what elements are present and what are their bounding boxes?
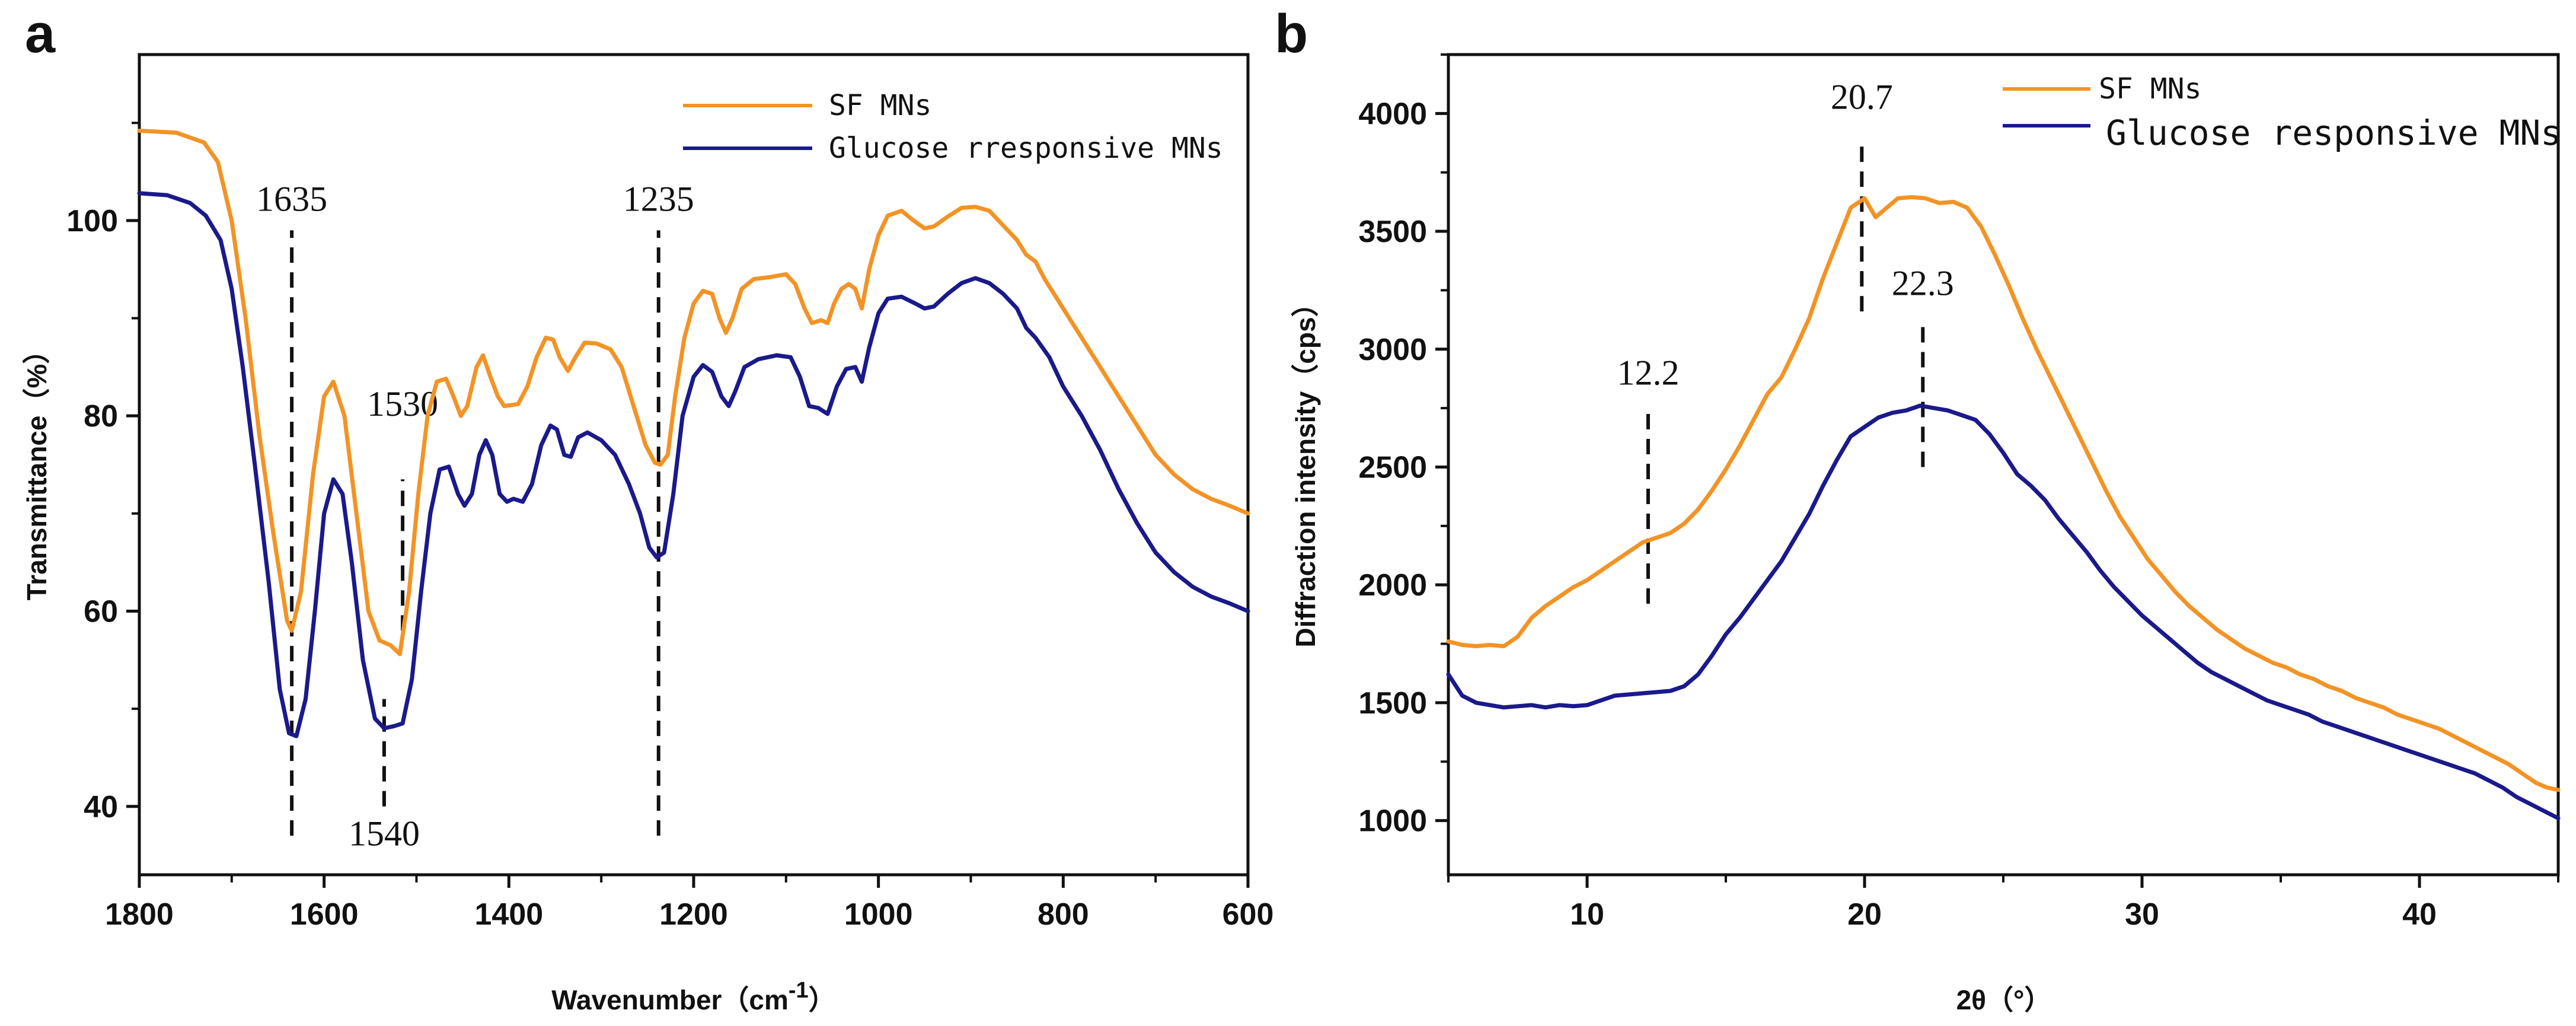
panel-a-x-tick-label: 1000 <box>844 897 913 932</box>
panel-a-y-tick-label: 100 <box>66 204 118 238</box>
panel-a-x-tick-label: 1600 <box>290 897 359 932</box>
panel-b-y-tick-label: 2500 <box>1358 450 1427 485</box>
panel-b-annotations: 12.2 20.7 22.3 <box>1617 77 1954 604</box>
panel-a-x-axis-title: Wavenumber（cm-1） <box>551 978 835 1015</box>
panel-b-y-tick-label: 3500 <box>1358 215 1427 249</box>
panel-a-legend-label-sf: SF MNs <box>829 89 931 122</box>
panel-b-plot-frame <box>1447 53 2560 877</box>
panel-a-x-axis-title-close: ） <box>809 984 836 1015</box>
panel-b-y-tick-label: 1000 <box>1358 804 1427 839</box>
panel-b-legend-label-glucose: Glucose responsive MNs <box>2106 113 2561 153</box>
panel-a-legend: SF MNs Glucose rresponsive MNs <box>683 89 1223 165</box>
panel-a-x-tick-label: 1800 <box>105 897 174 932</box>
panel-b-y-tick-label: 2000 <box>1358 568 1427 603</box>
panel-b-xrd-chart: b 10 20 30 40 1000150020002500300035004000 … <box>1275 4 2561 1015</box>
panel-a-x-tick-label: 1200 <box>659 897 728 932</box>
panel-a-peak-label-1235: 1235 <box>623 179 694 218</box>
panel-b-x-tick-label: 20 <box>1847 897 1882 932</box>
panel-a-series-line-sf-mns <box>137 128 1250 657</box>
panel-a-x-tick-label: 1400 <box>474 897 543 932</box>
panel-a-x-tick-label: 600 <box>1222 897 1274 932</box>
panel-a-x-axis-title-sup: -1 <box>789 978 809 1003</box>
panel-a-y-tick-label: 60 <box>84 594 118 629</box>
panel-a-legend-label-glucose: Glucose rresponsive MNs <box>829 132 1223 165</box>
panel-b-y-axis-title: Diffraction intensity（cps） <box>1290 289 1321 647</box>
panel-a-label: a <box>25 4 56 64</box>
panel-b-x-tick-label: 30 <box>2125 897 2159 932</box>
panel-b-peak-label-22.3: 22.3 <box>1892 263 1954 302</box>
panel-b-x-ticks: 10 20 30 40 <box>1447 875 2559 932</box>
panel-a-y-axis-title: Transmittance（%） <box>21 337 52 601</box>
panel-b-series-line-sf-mns <box>1446 195 2561 792</box>
panel-a-x-axis-title-main: Wavenumber（cm <box>551 984 789 1015</box>
panel-b-x-tick-label: 40 <box>2402 897 2437 932</box>
panel-b-peak-label-12.2: 12.2 <box>1617 353 1679 392</box>
panel-b-y-tick-label: 3000 <box>1358 333 1427 367</box>
panel-b-peak-label-20.7: 20.7 <box>1831 77 1893 116</box>
panel-a-ftir-chart: a 1800 1600 1400 1200 1000 800 600 40 60 80 100 1… <box>21 4 1273 1015</box>
panel-b-series-line-glucose-responsive-mns <box>1446 403 2561 821</box>
panel-a-peak-label-1540: 1540 <box>349 814 420 853</box>
panel-b-y-tick-label: 4000 <box>1358 97 1427 131</box>
panel-b-x-axis-title: 2θ（°） <box>1956 984 2052 1015</box>
panel-a-y-tick-label: 80 <box>84 399 118 434</box>
panel-a-series <box>137 128 1250 738</box>
panel-a-plot-frame <box>138 53 1250 877</box>
panel-b-x-tick-label: 10 <box>1570 897 1604 932</box>
panel-a-y-tick-label: 40 <box>84 790 118 824</box>
panel-b-y-ticks: 1000 1500 2000 2500 3000 3500 4000 <box>1358 53 1448 839</box>
panel-a-series-line-glucose-responsive-mns <box>137 191 1250 738</box>
panel-b-legend: SF MNs Glucose responsive MNs <box>2003 72 2561 153</box>
panel-a-x-ticks: 1800 1600 1400 1200 1000 800 600 <box>105 875 1273 932</box>
panel-a-x-tick-label: 800 <box>1038 897 1089 932</box>
panel-b-label: b <box>1275 4 1308 64</box>
panel-b-y-tick-label: 1500 <box>1358 686 1427 721</box>
panel-b-series <box>1446 195 2561 821</box>
panel-b-legend-label-sf: SF MNs <box>2099 72 2201 106</box>
panel-a-peak-label-1635: 1635 <box>256 179 327 218</box>
panel-a-y-ticks: 40 60 80 100 <box>66 122 139 824</box>
